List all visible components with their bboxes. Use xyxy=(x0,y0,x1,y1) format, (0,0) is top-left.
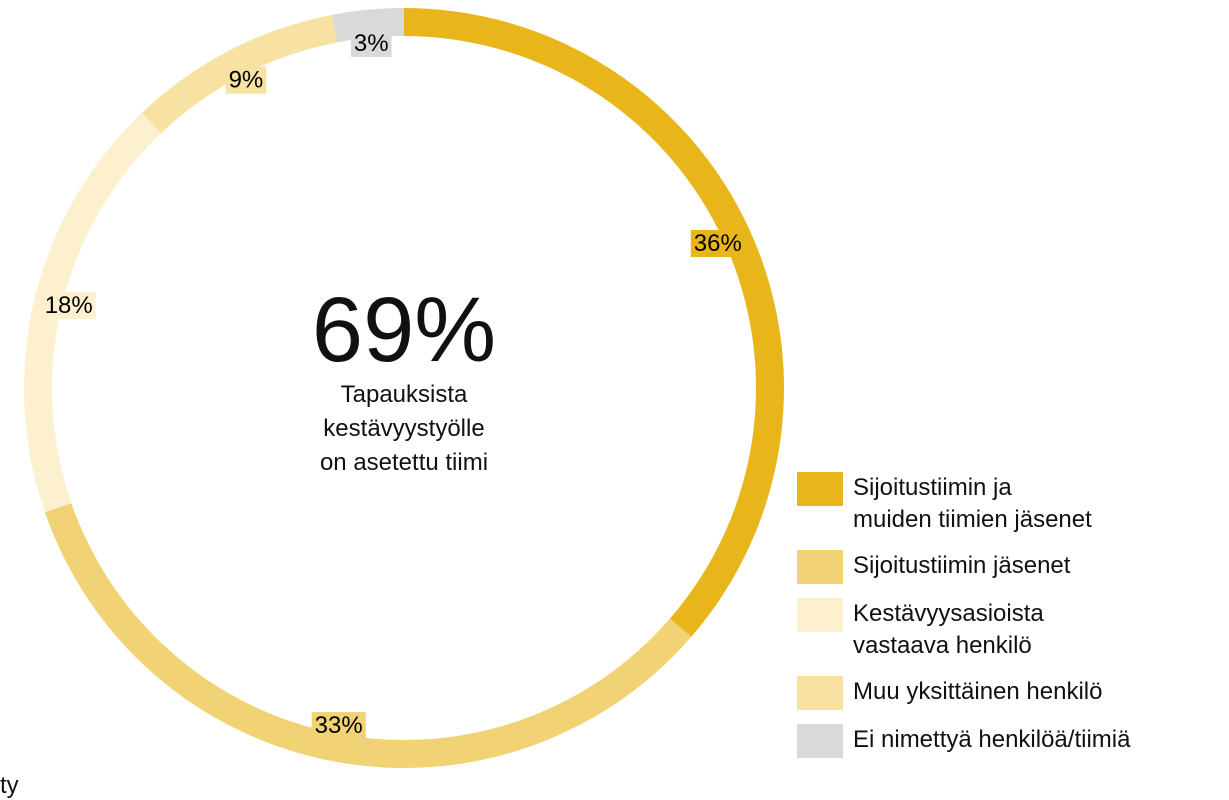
data-label: 9% xyxy=(229,67,264,94)
data-label-bg xyxy=(225,66,267,94)
footnote: ty xyxy=(0,772,19,799)
donut-segment xyxy=(44,503,692,768)
legend-swatch xyxy=(797,550,843,584)
data-label-group: 36% xyxy=(690,230,745,258)
data-label-bg xyxy=(690,230,745,258)
data-label-group: 3% xyxy=(350,29,392,57)
legend-item: Sijoitustiimin jäsenet xyxy=(797,550,1130,584)
legend-item: Sijoitustiimin ja muiden tiimien jäsenet xyxy=(797,472,1130,536)
center: 69% Tapauksista kestävyystyölle on asete… xyxy=(254,280,554,480)
data-label: 3% xyxy=(354,30,389,57)
legend-swatch xyxy=(797,724,843,758)
legend-item: Ei nimettyä henkilöä/tiimiä xyxy=(797,724,1130,758)
legend-label: Muu yksittäinen henkilö xyxy=(853,678,1103,705)
data-label-group: 33% xyxy=(311,712,366,740)
legend-item: Kestävyysasioista vastaava henkilö xyxy=(797,598,1130,662)
center-value: 69% xyxy=(311,279,497,381)
data-label: 33% xyxy=(315,712,363,739)
data-label-bg xyxy=(41,292,96,320)
data-label-bg xyxy=(350,29,392,57)
legend-swatch xyxy=(797,676,843,710)
legend-label: Sijoitustiimin ja muiden tiimien jäsenet xyxy=(853,474,1092,533)
legend-swatch xyxy=(797,598,843,632)
legend-label: Kestävyysasioista vastaava henkilö xyxy=(853,600,1044,659)
data-label: 18% xyxy=(45,292,93,319)
donut-segment xyxy=(404,8,785,637)
legend: Sijoitustiimin ja muiden tiimien jäsenet… xyxy=(797,472,1130,772)
data-label-group: 9% xyxy=(225,66,267,94)
legend-item: Muu yksittäinen henkilö xyxy=(797,676,1130,710)
legend-swatch xyxy=(797,472,843,506)
legend-label: Ei nimettyä henkilöä/tiimiä xyxy=(853,726,1131,753)
data-label-group: 18% xyxy=(41,292,96,320)
center-text: Tapauksista kestävyystyölle on asetettu … xyxy=(319,381,489,476)
data-label: 36% xyxy=(694,230,742,257)
data-label-bg xyxy=(311,712,366,740)
legend-label: Sijoitustiimin jäsenet xyxy=(853,552,1071,579)
